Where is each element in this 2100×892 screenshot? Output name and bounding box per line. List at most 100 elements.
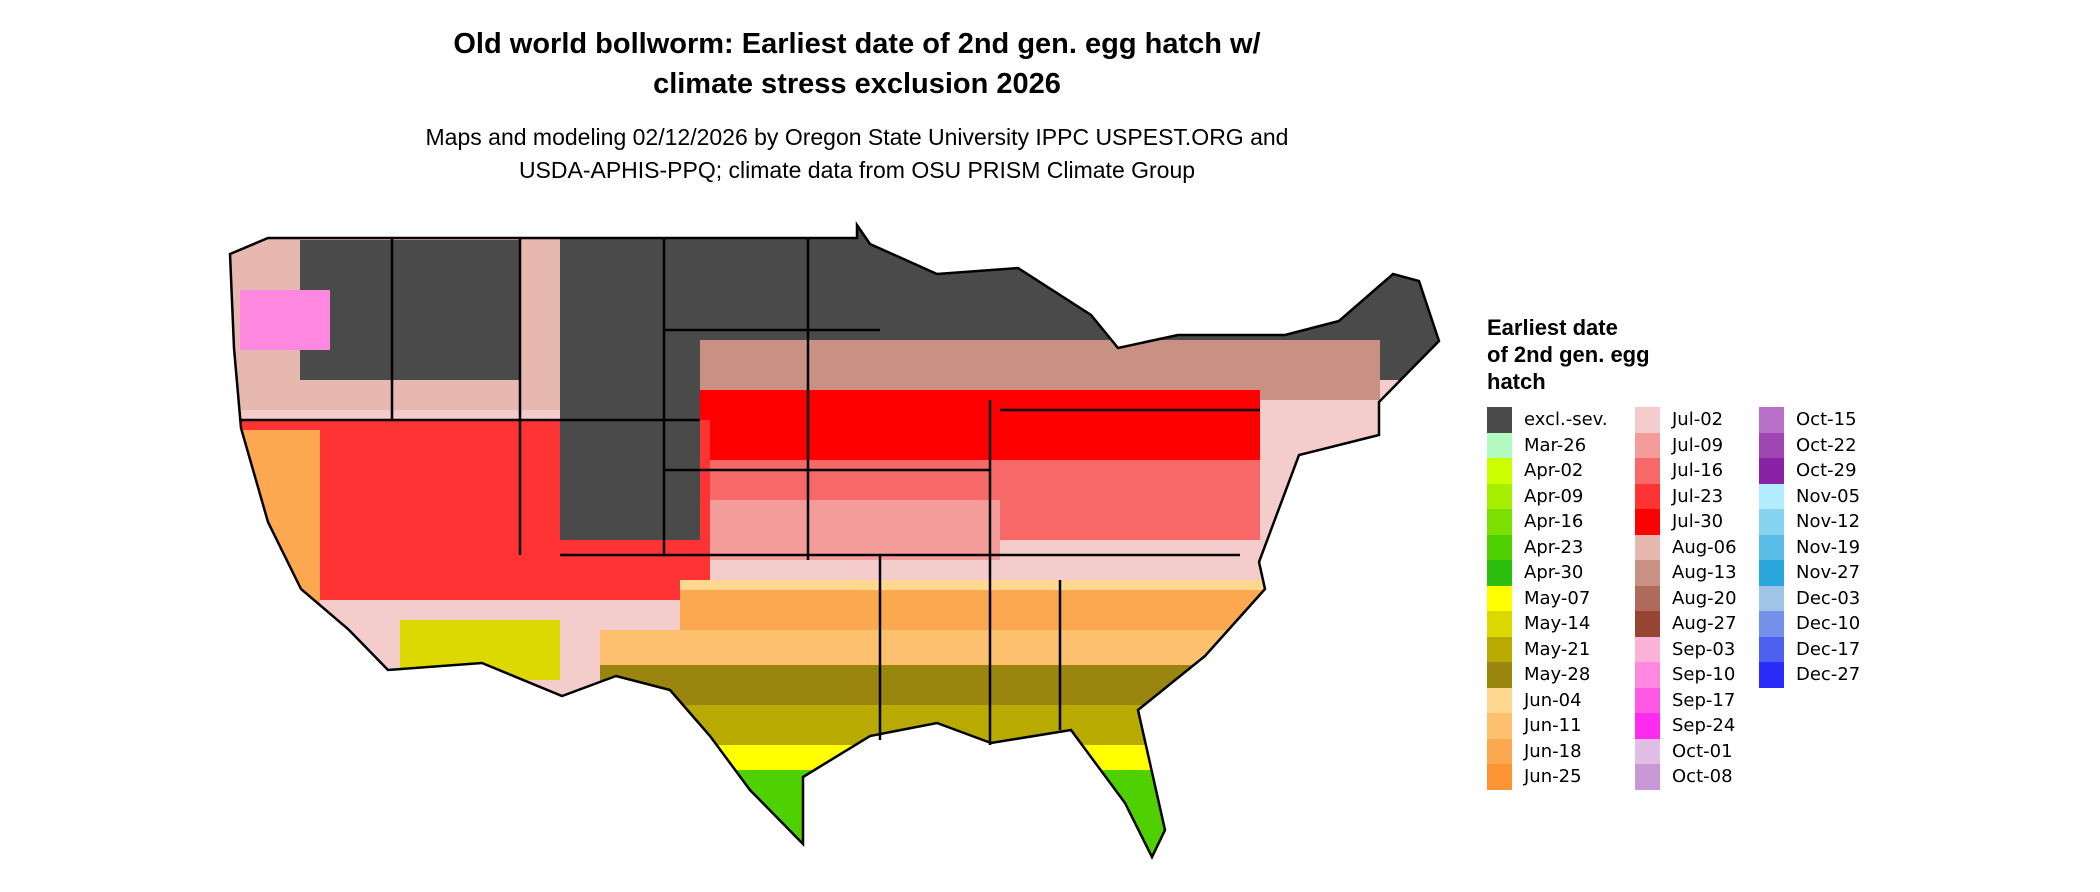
legend-swatch	[1487, 764, 1512, 790]
legend-item: Sep-10	[1635, 662, 1735, 688]
zone-jun-18-california	[240, 430, 320, 630]
legend-label: Nov-12	[1796, 511, 1861, 533]
legend-label: Aug-27	[1672, 613, 1737, 635]
legend-item: Jun-18	[1487, 738, 1582, 764]
zone-apr-23	[700, 770, 1400, 857]
legend-item: Oct-08	[1635, 764, 1733, 790]
legend-item: Mar-26	[1487, 432, 1587, 458]
zone-jun-11	[600, 630, 1400, 670]
legend-label: Sep-17	[1672, 689, 1736, 711]
legend-swatch	[1487, 611, 1512, 637]
legend-label: Aug-20	[1672, 587, 1737, 609]
legend-label: Nov-27	[1796, 562, 1861, 584]
legend-label: Aug-06	[1672, 536, 1737, 558]
legend-label: Jul-23	[1672, 485, 1724, 507]
legend-label: Sep-03	[1672, 638, 1736, 660]
zone-may-28	[600, 665, 1400, 710]
legend-label: Dec-10	[1796, 613, 1861, 635]
legend-item: Aug-27	[1635, 611, 1737, 637]
legend-swatch	[1635, 713, 1660, 739]
legend-item: excl.-sev.	[1487, 407, 1608, 433]
legend-swatch	[1759, 407, 1784, 433]
legend-item: May-14	[1487, 611, 1590, 637]
legend-swatch	[1759, 636, 1784, 662]
legend-label: May-07	[1524, 587, 1591, 609]
legend-label: Apr-02	[1524, 460, 1584, 482]
legend-swatch	[1759, 458, 1784, 484]
legend-item: Nov-05	[1759, 483, 1861, 509]
legend-label: Dec-17	[1796, 638, 1861, 660]
legend-item: Dec-17	[1759, 636, 1861, 662]
legend-title: Earliest date of 2nd gen. egg hatch	[1487, 314, 1717, 395]
legend-label: Oct-08	[1672, 766, 1733, 788]
zone-jul-09	[700, 500, 1000, 560]
legend-label: Jun-18	[1524, 740, 1582, 762]
legend-swatch	[1635, 585, 1660, 611]
legend-item: Oct-22	[1759, 432, 1857, 458]
legend-swatch	[1635, 458, 1660, 484]
legend-item: May-07	[1487, 585, 1591, 611]
legend-swatch	[1487, 713, 1512, 739]
legend-label: Jul-16	[1672, 460, 1724, 482]
legend-swatch	[1487, 407, 1512, 433]
legend-swatch	[1487, 560, 1512, 586]
legend-title-line: hatch	[1487, 369, 1546, 394]
legend-item: Oct-29	[1759, 458, 1857, 484]
legend-label: Oct-22	[1796, 434, 1857, 456]
chart-subtitle-line-1: Maps and modeling 02/12/2026 by Oregon S…	[425, 124, 1289, 150]
zone-may-14-arizona	[400, 620, 560, 680]
legend-swatch	[1759, 432, 1784, 458]
legend-item: May-21	[1487, 636, 1590, 662]
legend-label: May-28	[1524, 664, 1591, 686]
legend-item: Oct-01	[1635, 738, 1733, 764]
legend-item: May-28	[1487, 662, 1590, 688]
legend-item: Jun-04	[1487, 687, 1582, 713]
legend-swatch	[1635, 560, 1660, 586]
legend-label: Jun-04	[1524, 689, 1582, 711]
legend-item: Sep-17	[1635, 687, 1736, 713]
legend-swatch	[1759, 560, 1784, 586]
legend-item: Jul-30	[1635, 509, 1723, 535]
legend-item: Apr-23	[1487, 534, 1583, 560]
legend-swatch	[1635, 764, 1660, 790]
legend-item: Apr-16	[1487, 509, 1583, 535]
legend-item: Apr-09	[1487, 483, 1583, 509]
legend-swatch	[1487, 458, 1512, 484]
chart-subtitle-line-2: USDA-APHIS-PPQ; climate data from OSU PR…	[518, 157, 1196, 183]
legend-item: Jun-11	[1487, 713, 1582, 739]
legend-item: Oct-15	[1759, 407, 1857, 433]
legend-label: Mar-26	[1524, 434, 1587, 456]
legend-label: Nov-05	[1796, 485, 1861, 507]
legend-item: Aug-13	[1635, 560, 1737, 586]
legend-item: Nov-12	[1759, 509, 1860, 535]
legend-item: Dec-27	[1759, 662, 1860, 688]
legend-label: Jul-09	[1672, 434, 1724, 456]
legend-label: Oct-29	[1796, 460, 1857, 482]
legend-label: Apr-16	[1524, 511, 1584, 533]
legend-swatch	[1487, 585, 1512, 611]
legend-swatch	[1635, 636, 1660, 662]
legend-title-line: Earliest date	[1487, 315, 1618, 340]
legend-item: Dec-03	[1759, 585, 1860, 611]
zone-excluded-rockies	[560, 340, 700, 540]
legend-item: Sep-24	[1635, 713, 1735, 739]
zone-may-21	[600, 705, 1400, 750]
legend-item: Apr-02	[1487, 458, 1583, 484]
legend-swatch	[1635, 738, 1660, 764]
legend-label: Dec-27	[1796, 664, 1861, 686]
legend-title-line: of 2nd gen. egg	[1487, 342, 1650, 367]
legend-swatch	[1635, 509, 1660, 535]
legend-label: Apr-30	[1524, 562, 1584, 584]
legend-label: Sep-24	[1672, 715, 1736, 737]
legend-swatch	[1759, 534, 1784, 560]
legend-item: Jul-02	[1635, 407, 1723, 433]
legend-swatch	[1487, 636, 1512, 662]
legend-item: Jul-23	[1635, 483, 1724, 509]
legend-swatch	[1759, 611, 1784, 637]
legend-item: Jul-09	[1635, 432, 1724, 458]
legend-label: Oct-15	[1796, 409, 1857, 431]
legend-swatch	[1635, 687, 1660, 713]
legend-swatch	[1487, 483, 1512, 509]
